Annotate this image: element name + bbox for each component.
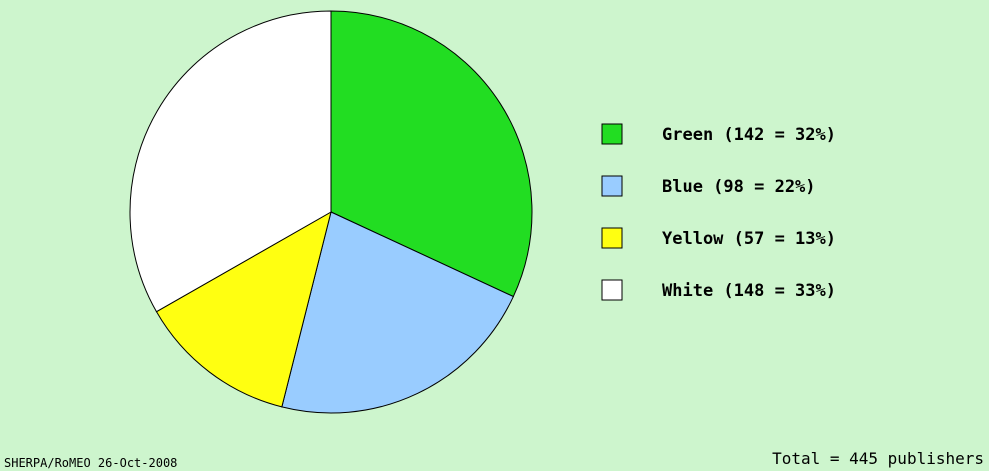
legend-swatch-green bbox=[601, 123, 623, 145]
legend-swatch-yellow bbox=[601, 227, 623, 249]
legend-label-yellow: Yellow (57 = 13%) bbox=[662, 229, 836, 249]
pie-slice-blue bbox=[281, 211, 515, 414]
pie-slice-white bbox=[129, 10, 332, 313]
total-label: Total = 445 publishers bbox=[772, 449, 984, 468]
legend: Green (142 = 32%) Blue (98 = 22%) Yellow (… bbox=[601, 123, 836, 301]
legend-swatch-blue bbox=[601, 175, 623, 197]
legend-label-blue: Blue (98 = 22%) bbox=[662, 177, 816, 197]
legend-label-white: White (148 = 33%) bbox=[662, 281, 836, 301]
pie-slice-yellow bbox=[155, 210, 332, 408]
legend-label-green: Green (142 = 32%) bbox=[662, 125, 836, 145]
source-label: SHERPA/RoMEO 26-Oct-2008 bbox=[4, 456, 177, 470]
legend-swatch-white bbox=[601, 279, 623, 301]
pie-slices bbox=[129, 10, 533, 414]
pie-slice-green bbox=[330, 10, 533, 298]
